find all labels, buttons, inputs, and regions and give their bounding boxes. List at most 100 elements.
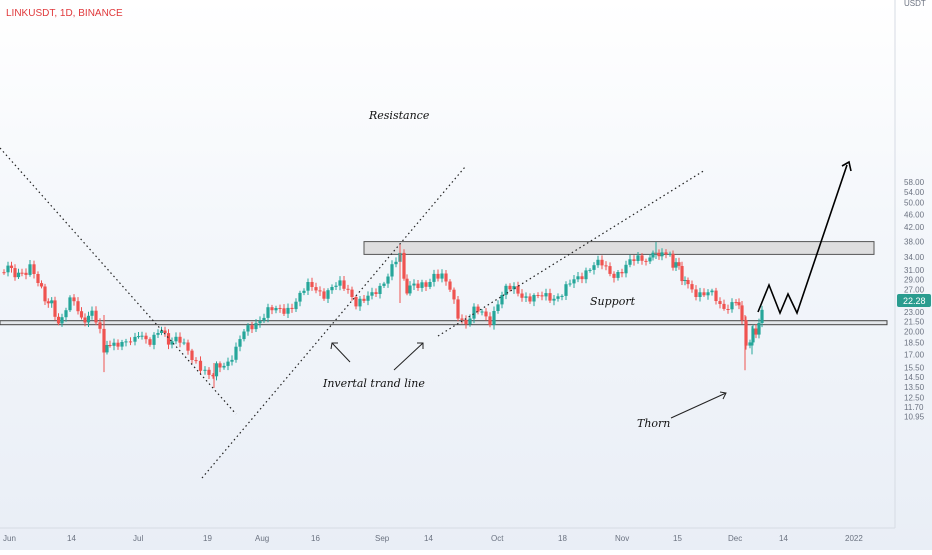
candle-body: [740, 305, 744, 321]
candle: [246, 323, 250, 336]
candle-body: [194, 360, 198, 362]
candle: [50, 297, 54, 308]
candle: [532, 293, 536, 307]
candle-body: [492, 311, 496, 325]
candle: [330, 284, 334, 294]
candle-body: [544, 293, 548, 297]
candle-body: [540, 295, 544, 297]
candle-body: [572, 279, 576, 284]
candle-body: [476, 306, 480, 312]
candle: [86, 311, 91, 327]
candle-body: [354, 297, 358, 307]
candle-body: [112, 342, 116, 346]
candle: [500, 291, 504, 309]
candle: [737, 298, 741, 310]
candle: [448, 279, 452, 292]
candle-body: [496, 304, 500, 311]
candle: [302, 288, 306, 296]
candle-body: [394, 261, 398, 265]
candle-body: [60, 317, 64, 324]
candle: [464, 315, 468, 329]
candle: [754, 324, 758, 339]
candle-body: [432, 273, 436, 282]
candle-body: [50, 300, 54, 304]
candle-body: [378, 285, 382, 294]
candle-body: [592, 265, 596, 270]
thorn-label: Thorn: [637, 417, 670, 430]
candle: [588, 268, 592, 273]
candle-body: [560, 295, 564, 297]
candle: [148, 337, 152, 347]
candle-body: [274, 308, 278, 311]
thorn-arrow: [670, 392, 727, 419]
projection-path: [757, 164, 848, 316]
candle: [394, 257, 398, 268]
candle: [20, 268, 24, 277]
candle-body: [651, 252, 655, 258]
candle-body: [174, 336, 178, 342]
candle: [640, 253, 644, 265]
candle: [79, 307, 84, 320]
candle: [722, 299, 726, 311]
candle: [13, 264, 17, 281]
candle-body: [46, 301, 50, 304]
candle: [496, 300, 500, 314]
candle: [358, 296, 362, 311]
x-tick-label-13: 14: [779, 534, 788, 543]
x-tick-label-1: 14: [67, 534, 76, 543]
candle: [584, 267, 588, 284]
candle-body: [350, 289, 354, 297]
candle: [472, 303, 476, 324]
candle-body: [616, 272, 620, 278]
candle-body: [726, 309, 730, 310]
candle: [136, 332, 141, 339]
candle-body: [751, 328, 755, 343]
candle: [484, 308, 488, 321]
candle-body: [722, 303, 726, 309]
candle-body: [556, 296, 560, 299]
candle-body: [310, 282, 314, 287]
candle-body: [286, 307, 290, 314]
y-tick-label-14: 18.50: [904, 339, 925, 348]
candle-body: [710, 290, 714, 293]
candle-body: [266, 307, 270, 318]
candle: [9, 261, 14, 273]
candle: [46, 298, 50, 308]
candle: [760, 305, 764, 328]
y-tick-label-1: 54.00: [904, 188, 925, 197]
candle-body: [472, 306, 476, 319]
candle-body: [584, 270, 588, 280]
candle-body: [552, 298, 556, 301]
up-trendline: [201, 166, 466, 479]
candle-body: [608, 266, 612, 274]
candle: [234, 342, 238, 363]
candle: [648, 254, 652, 264]
price-tag: 22.28: [897, 294, 931, 307]
y-tick-label-8: 29.00: [904, 275, 925, 284]
candle-body: [39, 283, 44, 287]
trendlines-layer: [0, 147, 852, 479]
candle-body: [72, 297, 76, 302]
y-tick-label-20: 11.70: [904, 403, 924, 412]
candle: [270, 304, 274, 315]
candle-body: [405, 278, 409, 294]
candle-body: [366, 295, 370, 301]
candle-body: [604, 265, 608, 267]
candle-body: [386, 276, 390, 284]
candle-body: [671, 253, 675, 268]
candle-body: [2, 272, 6, 274]
candle: [671, 250, 675, 271]
x-tick-label-5: 16: [311, 534, 320, 543]
candle: [390, 260, 394, 281]
x-tick-label-10: Nov: [615, 534, 629, 543]
candle-body: [702, 292, 706, 296]
y-tick-label-7: 31.00: [904, 266, 925, 275]
candle: [508, 283, 512, 292]
candle: [194, 357, 198, 364]
candle-body: [564, 284, 568, 296]
candle-body: [390, 264, 394, 277]
down-trendline: [0, 147, 237, 415]
thorn-arrowhead: [719, 391, 727, 400]
